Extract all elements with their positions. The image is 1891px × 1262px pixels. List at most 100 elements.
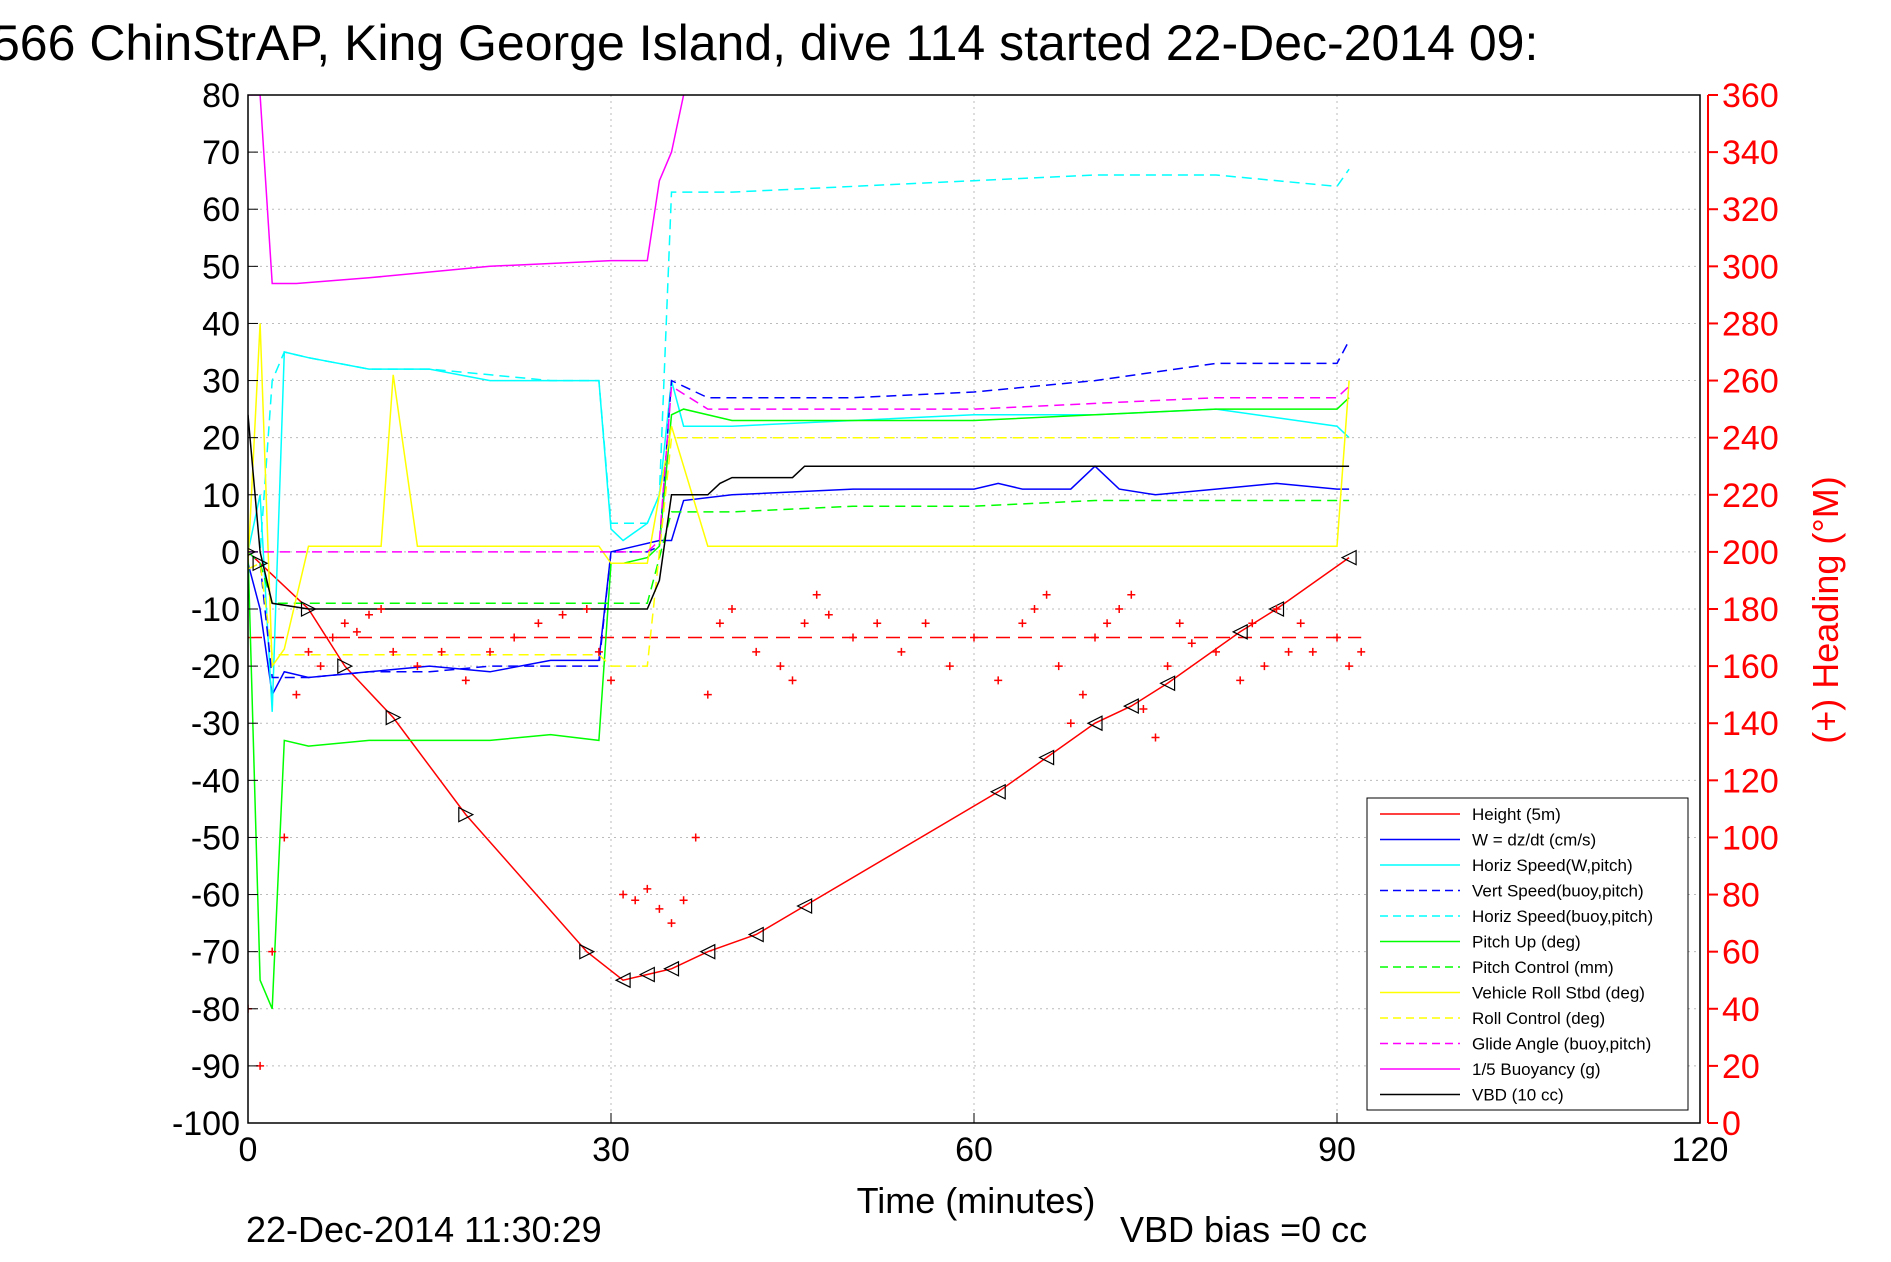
heading-point — [812, 590, 821, 599]
series-line-10 — [248, 95, 685, 285]
heading-point — [316, 662, 325, 671]
height-marker — [1122, 698, 1139, 715]
series-line-9 — [248, 385, 1350, 553]
heading-point — [1296, 619, 1305, 628]
height-marker — [337, 658, 354, 675]
y-axis-label-right: (+) Heading (°M) — [1805, 476, 1846, 743]
footer-vbd-bias: VBD bias =0 cc — [1120, 1209, 1367, 1250]
height-marker — [1340, 549, 1357, 566]
heading-point — [304, 647, 313, 656]
heading-point — [655, 904, 664, 913]
footer-timestamp: 22-Dec-2014 11:30:29 — [246, 1209, 602, 1250]
legend-box — [1366, 797, 1689, 1111]
legend-label: Roll Control (deg) — [1472, 1009, 1605, 1028]
heading-point — [788, 676, 797, 685]
tick-label-right: 260 — [1722, 363, 1779, 401]
heading-point — [691, 833, 700, 842]
heading-point — [582, 605, 591, 613]
tick-label-right: 120 — [1722, 762, 1779, 800]
heading-point — [607, 676, 615, 685]
tick-label-right: 320 — [1722, 191, 1779, 229]
tick-label-x: 120 — [1672, 1131, 1729, 1169]
heading-point — [292, 690, 301, 699]
height-marker — [1038, 749, 1055, 766]
heading-point — [437, 647, 446, 656]
height-marker — [747, 926, 764, 943]
data-layer — [248, 95, 1366, 1070]
tick-label-left: 20 — [202, 420, 240, 458]
heading-point — [1127, 590, 1136, 599]
heading-point — [1018, 619, 1027, 628]
heading-point — [558, 610, 567, 619]
heading-point — [945, 662, 954, 671]
tick-label-right: 20 — [1722, 1048, 1760, 1086]
heading-point — [994, 676, 1003, 685]
heading-point — [1175, 619, 1184, 628]
tick-label-left: 50 — [202, 248, 240, 286]
tick-label-left: -10 — [191, 591, 240, 629]
tick-label-x: 30 — [592, 1131, 630, 1169]
tick-label-left: 70 — [202, 134, 240, 172]
tick-label-left: -70 — [191, 934, 240, 972]
heading-point — [389, 647, 398, 656]
heading-point — [1115, 605, 1124, 613]
tick-label-x: 90 — [1318, 1131, 1356, 1169]
heading-point — [1091, 633, 1099, 642]
tick-label-left: 60 — [202, 191, 240, 229]
heading-point — [1078, 690, 1087, 699]
height-marker — [579, 943, 596, 960]
heading-point — [728, 605, 736, 613]
tick-label-right: 360 — [1722, 77, 1779, 115]
tick-label-x: 60 — [955, 1131, 993, 1169]
tick-label-right: 340 — [1722, 134, 1779, 172]
heading-point — [776, 662, 785, 671]
series-line-8 — [248, 436, 1350, 667]
legend-label: W = dz/dt (cm/s) — [1472, 831, 1596, 850]
tick-label-right: 240 — [1722, 420, 1779, 458]
heading-point — [679, 896, 688, 905]
heading-point — [461, 676, 470, 685]
series-line-11 — [248, 414, 1350, 610]
height-marker — [1159, 675, 1176, 692]
heading-point — [703, 690, 712, 699]
tick-label-right: 220 — [1722, 477, 1779, 515]
height-marker — [1086, 715, 1103, 732]
tick-label-x: 0 — [239, 1131, 258, 1169]
height-marker — [458, 806, 475, 823]
legend-label: Horiz Speed(buoy,pitch) — [1472, 907, 1653, 926]
tick-label-right: 40 — [1722, 991, 1760, 1029]
heading-point — [1236, 676, 1245, 685]
heading-point — [1357, 647, 1366, 656]
legend-label: VBD (10 cc) — [1472, 1086, 1564, 1105]
heading-point — [413, 662, 422, 671]
tick-label-right: 160 — [1722, 648, 1779, 686]
legend-label: 1/5 Buoyancy (g) — [1472, 1060, 1601, 1079]
series-line-4 — [248, 168, 1350, 553]
heading-point — [534, 619, 543, 628]
legend-label: Height (5m) — [1472, 805, 1561, 824]
heading-point — [1139, 704, 1148, 713]
tick-label-right: 180 — [1722, 591, 1779, 629]
tick-label-left: -60 — [191, 877, 240, 915]
heading-point — [1260, 662, 1269, 671]
heading-point — [1345, 662, 1354, 671]
legend-label: Vehicle Roll Stbd (deg) — [1472, 984, 1645, 1003]
tick-label-left: 30 — [202, 363, 240, 401]
heading-point — [328, 633, 337, 642]
heading-point — [619, 890, 628, 899]
tick-label-right: 100 — [1722, 819, 1779, 857]
height-marker — [638, 966, 655, 983]
series-line-5 — [248, 397, 1350, 1010]
tick-label-left: 40 — [202, 305, 240, 343]
heading-point — [752, 647, 761, 656]
heading-point — [1333, 633, 1341, 642]
heading-point — [667, 919, 676, 928]
series-line-2 — [248, 351, 1350, 712]
heading-point — [594, 647, 603, 656]
tick-label-right: 280 — [1722, 305, 1779, 343]
height-marker — [385, 709, 402, 726]
tick-label-right: 60 — [1722, 934, 1760, 972]
heading-point — [1187, 639, 1196, 648]
tick-label-left: -80 — [191, 991, 240, 1029]
